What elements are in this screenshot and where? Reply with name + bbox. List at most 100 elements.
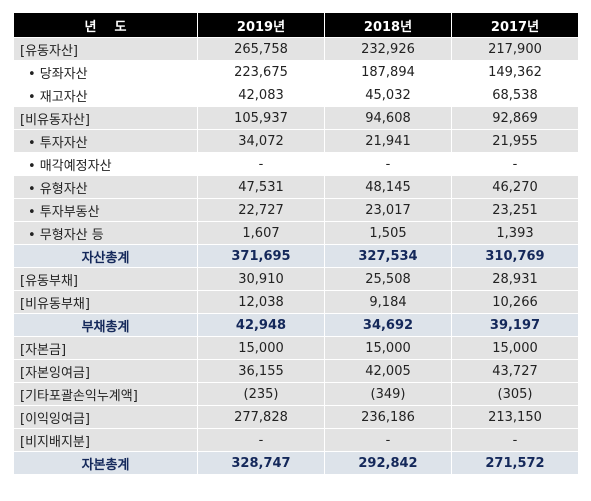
value-cell: (305)	[451, 382, 579, 406]
value-cell: 12,038	[197, 290, 325, 314]
table-row: • 투자부동산 22,727 23,017 23,251	[13, 198, 579, 222]
value-cell: 371,695	[197, 244, 325, 268]
value-cell: 292,842	[324, 451, 452, 475]
value-cell: 277,828	[197, 405, 325, 429]
value-cell: 23,251	[451, 198, 579, 222]
table-row: • 당좌자산 223,675 187,894 149,362	[13, 60, 579, 84]
table-row: • 투자자산 34,072 21,941 21,955	[13, 129, 579, 153]
row-label: [유동부채]	[13, 267, 198, 291]
value-cell: 9,184	[324, 290, 452, 314]
value-cell: 92,869	[451, 106, 579, 130]
value-cell: -	[451, 428, 579, 452]
row-label: 자산총계	[13, 244, 198, 268]
row-label: [비유동부채]	[13, 290, 198, 314]
value-cell: -	[451, 152, 579, 176]
value-cell: 328,747	[197, 451, 325, 475]
value-cell: -	[197, 152, 325, 176]
value-cell: 94,608	[324, 106, 452, 130]
table-row: [자본금] 15,000 15,000 15,000	[13, 336, 579, 360]
row-label: • 재고자산	[13, 83, 198, 107]
value-cell: 213,150	[451, 405, 579, 429]
value-cell: -	[197, 428, 325, 452]
table-row: 자산총계 371,695 327,534 310,769	[13, 244, 579, 268]
row-label: • 당좌자산	[13, 60, 198, 84]
value-cell: 1,505	[324, 221, 452, 245]
row-label: [유동자산]	[13, 37, 198, 61]
value-cell: 223,675	[197, 60, 325, 84]
table-row: [자본잉여금] 36,155 42,005 43,727	[13, 359, 579, 383]
value-cell: 21,941	[324, 129, 452, 153]
value-cell: 15,000	[324, 336, 452, 360]
value-cell: 30,910	[197, 267, 325, 291]
row-label: • 유형자산	[13, 175, 198, 199]
value-cell: 42,948	[197, 313, 325, 337]
value-cell: 232,926	[324, 37, 452, 61]
row-label: [자본잉여금]	[13, 359, 198, 383]
value-cell: 265,758	[197, 37, 325, 61]
balance-table: 년 도 2019년 2018년 2017년 [유동자산] 265,758 232,926 2…	[13, 12, 579, 475]
value-cell: -	[324, 428, 452, 452]
value-cell: 187,894	[324, 60, 452, 84]
table-row: • 유형자산 47,531 48,145 46,270	[13, 175, 579, 199]
table-row: [비유동부채] 12,038 9,184 10,266	[13, 290, 579, 314]
value-cell: 28,931	[451, 267, 579, 291]
value-cell: 236,186	[324, 405, 452, 429]
table-row: [비지배지분] - - -	[13, 428, 579, 452]
header-cell: 2019년	[197, 12, 325, 38]
header-cell: 2018년	[324, 12, 452, 38]
header-row: 년 도 2019년 2018년 2017년	[13, 12, 579, 38]
row-label: 부채총계	[13, 313, 198, 337]
value-cell: 22,727	[197, 198, 325, 222]
value-cell: 68,538	[451, 83, 579, 107]
table-row: [비유동자산] 105,937 94,608 92,869	[13, 106, 579, 130]
row-label: [이익잉여금]	[13, 405, 198, 429]
table-row: [유동자산] 265,758 232,926 217,900	[13, 37, 579, 61]
value-cell: 25,508	[324, 267, 452, 291]
value-cell: 42,083	[197, 83, 325, 107]
row-label: [자본금]	[13, 336, 198, 360]
row-label: [비유동자산]	[13, 106, 198, 130]
value-cell: 15,000	[451, 336, 579, 360]
table-body: [유동자산] 265,758 232,926 217,900 • 당좌자산 223,675…	[13, 37, 579, 475]
table-row: [유동부채] 30,910 25,508 28,931	[13, 267, 579, 291]
value-cell: 10,266	[451, 290, 579, 314]
value-cell: 310,769	[451, 244, 579, 268]
value-cell: (235)	[197, 382, 325, 406]
value-cell: 271,572	[451, 451, 579, 475]
value-cell: 34,692	[324, 313, 452, 337]
value-cell: (349)	[324, 382, 452, 406]
value-cell: 48,145	[324, 175, 452, 199]
value-cell: 327,534	[324, 244, 452, 268]
value-cell: 217,900	[451, 37, 579, 61]
row-label: • 투자자산	[13, 129, 198, 153]
table-row: 부채총계 42,948 34,692 39,197	[13, 313, 579, 337]
value-cell: 149,362	[451, 60, 579, 84]
value-cell: 42,005	[324, 359, 452, 383]
value-cell: 45,032	[324, 83, 452, 107]
value-cell: 1,393	[451, 221, 579, 245]
value-cell: 47,531	[197, 175, 325, 199]
table-row: • 매각예정자산 - - -	[13, 152, 579, 176]
table-row: [기타포괄손익누계액] (235) (349) (305)	[13, 382, 579, 406]
table-row: 자본총계 328,747 292,842 271,572	[13, 451, 579, 475]
row-label: • 무형자산 등	[13, 221, 198, 245]
header-cell: 2017년	[451, 12, 579, 38]
value-cell: 15,000	[197, 336, 325, 360]
value-cell: 23,017	[324, 198, 452, 222]
row-label: [비지배지분]	[13, 428, 198, 452]
value-cell: 39,197	[451, 313, 579, 337]
header-cell: 년 도	[13, 12, 198, 38]
value-cell: 105,937	[197, 106, 325, 130]
value-cell: 46,270	[451, 175, 579, 199]
table-row: • 재고자산 42,083 45,032 68,538	[13, 83, 579, 107]
value-cell: 43,727	[451, 359, 579, 383]
row-label: 자본총계	[13, 451, 198, 475]
value-cell: 34,072	[197, 129, 325, 153]
table-row: [이익잉여금] 277,828 236,186 213,150	[13, 405, 579, 429]
value-cell: 21,955	[451, 129, 579, 153]
value-cell: 1,607	[197, 221, 325, 245]
value-cell: 36,155	[197, 359, 325, 383]
value-cell: -	[324, 152, 452, 176]
row-label: • 투자부동산	[13, 198, 198, 222]
